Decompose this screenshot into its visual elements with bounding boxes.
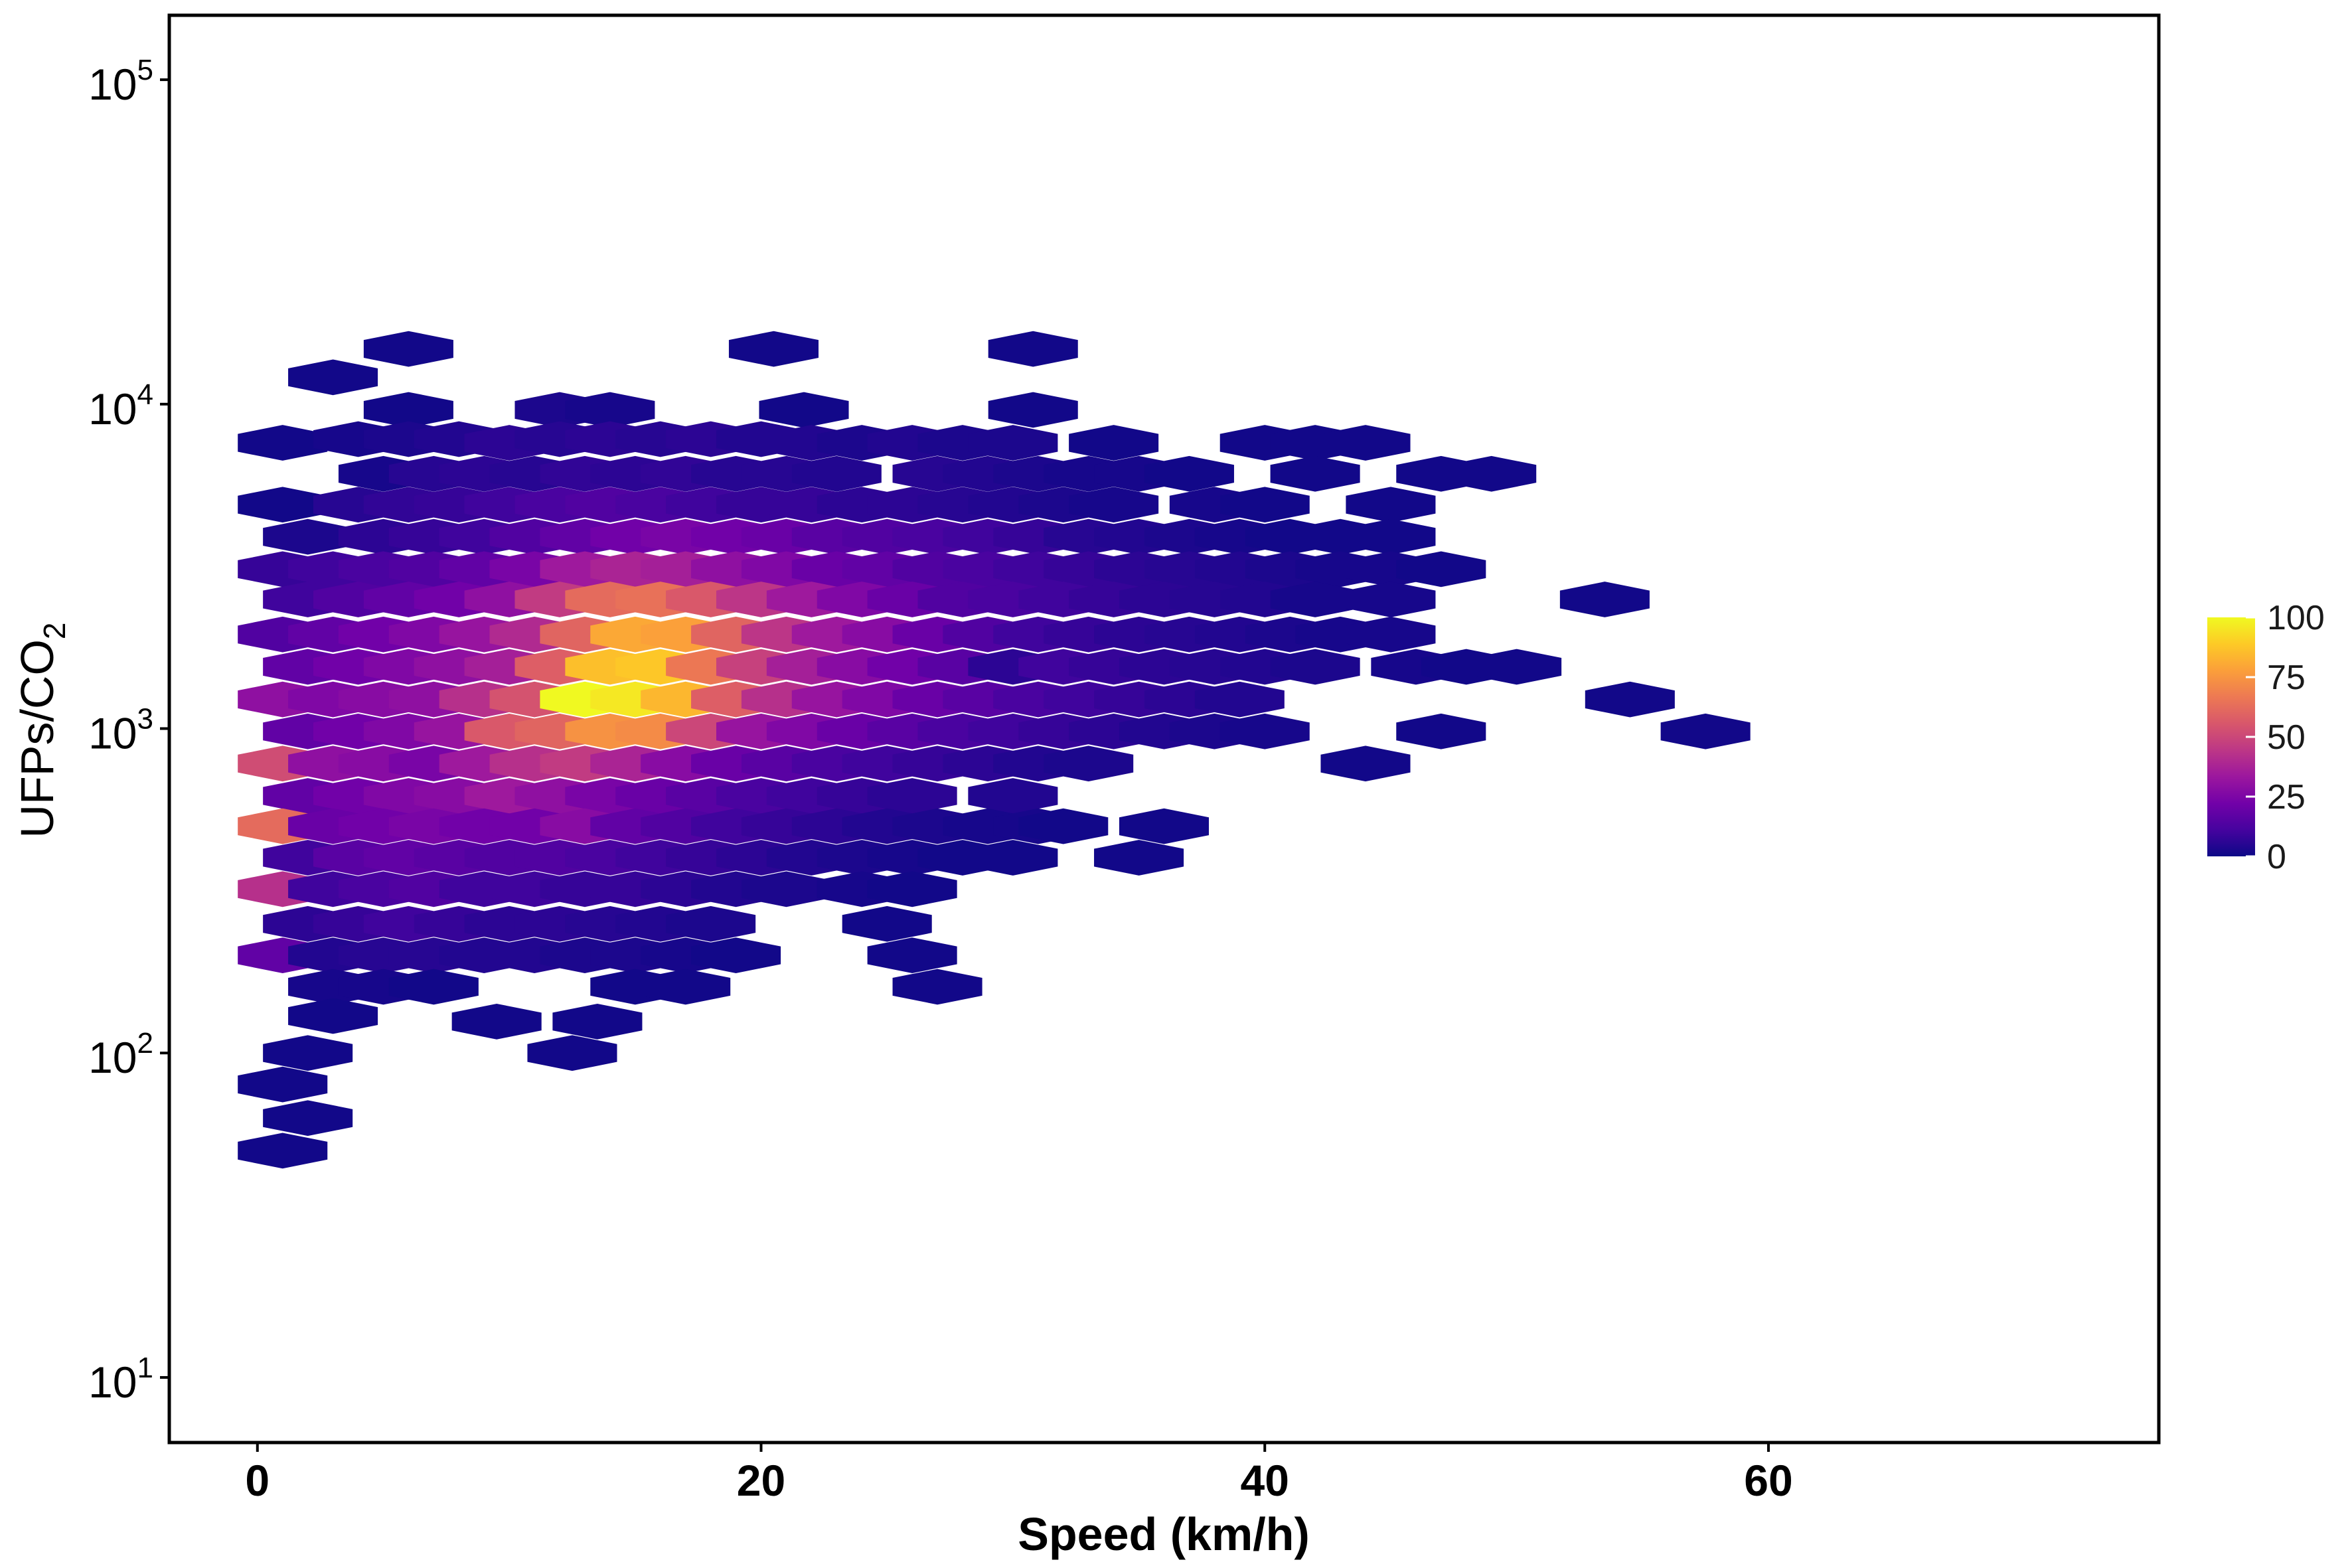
hex-cell — [641, 969, 731, 1005]
legend-tick-label: 50 — [2267, 718, 2306, 757]
hex-cell — [1660, 713, 1751, 749]
hex-cell — [1472, 649, 1562, 685]
y-axis-title-subscript: 2 — [37, 622, 72, 639]
hex-cell — [1346, 518, 1436, 555]
hex-cell — [363, 331, 453, 367]
hex-cell — [1559, 582, 1650, 617]
hex-cell — [565, 392, 655, 428]
hexbin-cells — [238, 331, 1751, 1169]
hex-cell — [527, 1035, 617, 1071]
y-axis-title: UFPs/CO2 — [11, 622, 72, 838]
hex-cell — [363, 392, 453, 428]
hex-cell — [968, 840, 1058, 876]
y-tick-label: 105 — [88, 54, 153, 109]
hex-cell — [1194, 681, 1285, 718]
hex-cell — [968, 778, 1058, 814]
legend-tick-label: 25 — [2267, 778, 2306, 817]
hex-cell — [988, 331, 1078, 367]
hex-cell — [1219, 487, 1310, 523]
hex-cell — [388, 969, 479, 1005]
hex-cell — [1320, 745, 1411, 782]
hex-cell — [552, 1003, 643, 1040]
hex-cell — [1144, 455, 1234, 492]
hex-cell — [1069, 487, 1159, 523]
hex-cell — [842, 905, 932, 942]
hex-cell — [968, 425, 1058, 461]
hex-cell — [1119, 808, 1210, 844]
hex-cell — [759, 392, 849, 428]
hex-cell — [867, 937, 957, 973]
hex-cell — [1396, 551, 1486, 588]
y-tick-label: 103 — [88, 703, 153, 758]
y-tick-label: 102 — [88, 1027, 153, 1082]
y-axis-title-main: UFPs/CO — [11, 639, 63, 838]
hex-cell — [1447, 455, 1537, 492]
hex-cell — [238, 1066, 328, 1103]
hex-cell — [263, 1100, 353, 1137]
hex-cell — [741, 871, 831, 907]
hex-cell — [691, 937, 781, 973]
hex-cell — [1094, 840, 1184, 876]
hex-cell — [1270, 455, 1360, 492]
x-axis-title: Speed (km/h) — [1018, 1508, 1310, 1560]
hex-cell — [1219, 713, 1310, 749]
hex-cell — [263, 518, 353, 555]
y-tick-label: 104 — [88, 378, 153, 433]
hex-cell — [1270, 649, 1360, 685]
x-axis: 0 20 40 60 — [245, 1443, 1793, 1505]
hex-cell — [892, 969, 982, 1005]
hex-cell — [1396, 713, 1486, 749]
x-tick-label: 0 — [245, 1456, 270, 1505]
hex-cell — [238, 487, 328, 523]
hex-cell — [238, 1133, 328, 1169]
hex-cell — [1044, 745, 1134, 782]
hex-cell — [867, 871, 957, 907]
legend-tick-label: 0 — [2267, 838, 2286, 876]
hex-cell — [791, 455, 882, 492]
hex-cell — [728, 331, 819, 367]
hex-cell — [666, 905, 756, 942]
hex-cell — [1585, 681, 1675, 718]
hex-cell — [1018, 808, 1109, 844]
hex-cell — [1346, 616, 1436, 653]
x-tick-label: 20 — [737, 1456, 785, 1505]
hex-cell — [263, 1035, 353, 1071]
x-tick-label: 60 — [1744, 1456, 1792, 1505]
hex-cell — [1346, 582, 1436, 617]
y-tick-label: 101 — [88, 1352, 153, 1407]
color-legend: 100 75 50 25 0 — [2207, 599, 2325, 876]
legend-tick-label: 100 — [2267, 599, 2325, 637]
x-tick-label: 40 — [1241, 1456, 1289, 1505]
hex-cell — [867, 778, 957, 814]
hex-cell — [288, 359, 378, 396]
hex-cell — [1270, 582, 1360, 617]
hex-cell — [288, 998, 378, 1034]
hex-cell — [1069, 425, 1159, 461]
legend-tick-label: 75 — [2267, 659, 2306, 697]
y-axis: 101 102 103 104 105 — [88, 54, 169, 1407]
hex-cell — [238, 425, 328, 461]
hex-cell — [1346, 487, 1436, 523]
hex-cell — [988, 392, 1078, 428]
hex-cell — [1320, 425, 1411, 461]
hex-cell — [451, 1003, 542, 1040]
